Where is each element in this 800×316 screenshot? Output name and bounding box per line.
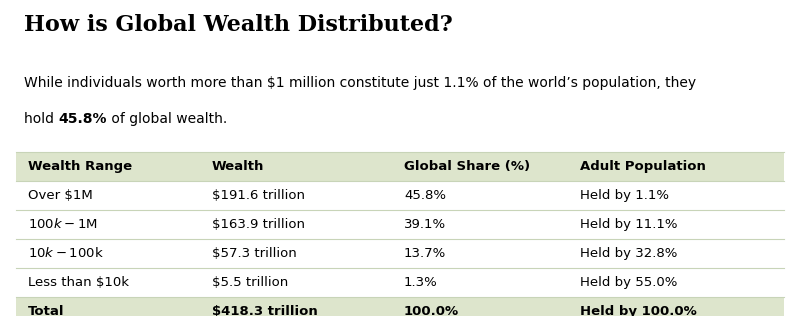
Text: $163.9 trillion: $163.9 trillion	[212, 218, 305, 231]
Text: 39.1%: 39.1%	[404, 218, 446, 231]
Text: 13.7%: 13.7%	[404, 247, 446, 260]
Text: Global Share (%): Global Share (%)	[404, 160, 530, 173]
Text: Wealth Range: Wealth Range	[28, 160, 132, 173]
Bar	[16, 152, 784, 181]
Text: Held by 32.8%: Held by 32.8%	[580, 247, 678, 260]
Text: 1.3%: 1.3%	[404, 276, 438, 289]
Text: Held by 100.0%: Held by 100.0%	[580, 305, 697, 316]
Text: Wealth: Wealth	[212, 160, 264, 173]
Text: 100.0%: 100.0%	[404, 305, 459, 316]
Text: $191.6 trillion: $191.6 trillion	[212, 189, 305, 202]
Bar	[16, 268, 784, 297]
Text: $10k-$100k: $10k-$100k	[28, 246, 104, 260]
Text: 45.8%: 45.8%	[404, 189, 446, 202]
Text: Held by 1.1%: Held by 1.1%	[580, 189, 669, 202]
Text: Less than $10k: Less than $10k	[28, 276, 129, 289]
Text: Held by 55.0%: Held by 55.0%	[580, 276, 678, 289]
Bar	[16, 210, 784, 239]
Text: Adult Population: Adult Population	[580, 160, 706, 173]
Text: While individuals worth more than $1 million constitute just 1.1% of the world’s: While individuals worth more than $1 mil…	[24, 76, 696, 90]
Text: of global wealth.: of global wealth.	[107, 112, 227, 126]
Text: 45.8%: 45.8%	[58, 112, 107, 126]
Text: $418.3 trillion: $418.3 trillion	[212, 305, 318, 316]
Text: Over $1M: Over $1M	[28, 189, 93, 202]
Text: $57.3 trillion: $57.3 trillion	[212, 247, 297, 260]
Text: Held by 11.1%: Held by 11.1%	[580, 218, 678, 231]
Bar	[16, 297, 784, 316]
Text: Total: Total	[28, 305, 65, 316]
Text: $5.5 trillion: $5.5 trillion	[212, 276, 288, 289]
Text: How is Global Wealth Distributed?: How is Global Wealth Distributed?	[24, 14, 453, 36]
Text: hold: hold	[24, 112, 58, 126]
Text: $100k-$1M: $100k-$1M	[28, 217, 98, 231]
Bar	[16, 239, 784, 268]
Bar	[16, 181, 784, 210]
